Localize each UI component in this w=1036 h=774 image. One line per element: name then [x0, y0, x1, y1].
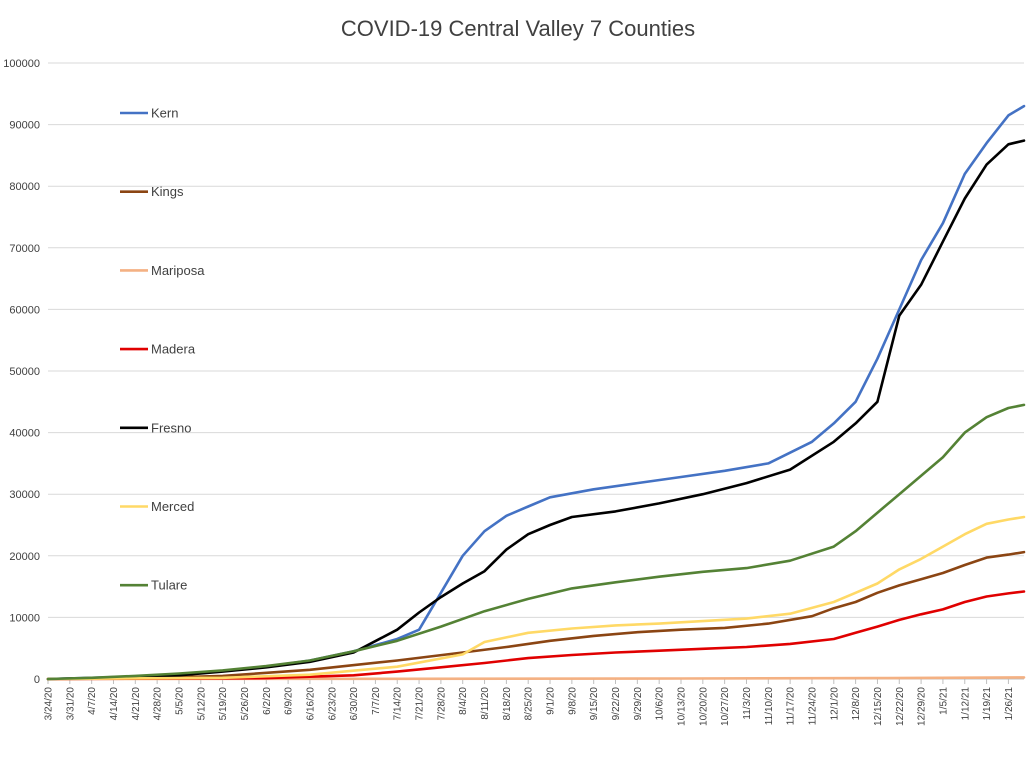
x-tick-label: 5/26/20: [240, 687, 251, 721]
x-tick-label: 6/30/20: [349, 687, 360, 721]
x-tick-label: 12/8/20: [851, 687, 862, 721]
y-tick-label: 60000: [9, 304, 40, 316]
x-tick-label: 3/31/20: [65, 687, 76, 721]
x-tick-label: 9/29/20: [633, 687, 644, 721]
x-tick-label: 11/17/20: [786, 687, 797, 726]
x-tick-label: 9/1/20: [546, 687, 557, 715]
y-tick-label: 100000: [3, 58, 40, 70]
x-tick-label: 11/10/20: [764, 687, 775, 726]
x-tick-label: 1/19/21: [982, 687, 993, 721]
x-tick-label: 1/26/21: [1004, 687, 1015, 721]
legend-label-tulare: Tulare: [151, 578, 187, 593]
chart-title: COVID-19 Central Valley 7 Counties: [341, 16, 695, 41]
x-tick-label: 7/14/20: [393, 687, 404, 721]
legend-label-merced: Merced: [151, 499, 194, 514]
x-tick-label: 10/27/20: [720, 687, 731, 726]
x-tick-label: 7/28/20: [436, 687, 447, 721]
legend-label-kern: Kern: [151, 106, 178, 121]
x-tick-label: 4/28/20: [153, 687, 164, 721]
y-tick-label: 10000: [9, 612, 40, 624]
x-tick-label: 9/22/20: [611, 687, 622, 721]
x-tick-label: 5/12/20: [196, 687, 207, 721]
x-tick-label: 5/5/20: [174, 687, 185, 715]
legend-label-madera: Madera: [151, 342, 196, 357]
x-tick-label: 3/24/20: [44, 687, 55, 721]
legend-label-kings: Kings: [151, 184, 184, 199]
x-tick-label: 12/29/20: [917, 687, 928, 726]
y-tick-label: 90000: [9, 120, 40, 132]
gridlines: [48, 62, 1024, 618]
x-tick-label: 5/19/20: [218, 687, 229, 721]
y-tick-label: 20000: [9, 551, 40, 563]
x-tick-label: 6/23/20: [327, 687, 338, 721]
x-tick-label: 10/13/20: [676, 687, 687, 726]
series-lines: [46, 104, 1026, 681]
x-tick-label: 8/25/20: [524, 687, 535, 721]
series-line-merced: [46, 515, 1026, 681]
x-tick-label: 10/20/20: [698, 687, 709, 726]
series-line-madera: [46, 590, 1026, 681]
x-tick-label: 4/21/20: [131, 687, 142, 721]
x-tick-label: 8/4/20: [458, 687, 469, 715]
legend: Kern Kings Mariposa Madera Fresno Merced Tular…: [120, 106, 205, 593]
y-tick-label: 50000: [9, 366, 40, 378]
x-tick-label: 9/15/20: [589, 687, 600, 721]
x-tick-label: 7/21/20: [415, 687, 426, 721]
x-tick-label: 1/12/21: [960, 687, 971, 721]
x-tick-label: 7/7/20: [371, 687, 382, 715]
y-tick-label: 30000: [9, 489, 40, 501]
y-tick-label: 40000: [9, 428, 40, 440]
x-tick-label: 9/8/20: [567, 687, 578, 715]
legend-label-mariposa: Mariposa: [151, 263, 205, 278]
x-tick-label: 4/14/20: [109, 687, 120, 721]
x-tick-label: 4/7/20: [87, 687, 98, 715]
x-tick-label: 8/11/20: [480, 687, 491, 720]
x-tick-label: 1/5/21: [938, 687, 949, 715]
y-tick-label: 70000: [9, 243, 40, 255]
x-tick-label: 8/18/20: [502, 687, 513, 721]
x-tick-label: 12/22/20: [895, 687, 906, 726]
x-tick-label: 6/16/20: [305, 687, 316, 721]
x-tick-label: 12/1/20: [829, 687, 840, 721]
y-tick-label: 0: [34, 674, 40, 686]
y-tick-label: 80000: [9, 181, 40, 193]
x-axis: 3/24/20 3/31/20 4/7/20 4/14/20 4/21/20 4/28/2…: [44, 678, 1024, 726]
x-tick-label: 6/2/20: [262, 687, 273, 715]
y-axis: 0 10000 20000 30000 40000 50000 60000 70000 8000…: [3, 58, 40, 686]
x-tick-label: 11/24/20: [807, 687, 818, 726]
legend-label-fresno: Fresno: [151, 420, 191, 435]
series-line-tulare: [46, 403, 1026, 681]
x-tick-label: 11/3/20: [742, 687, 753, 720]
series-line-kings: [46, 550, 1026, 681]
x-tick-label: 10/6/20: [655, 687, 666, 721]
x-tick-label: 12/15/20: [873, 687, 884, 726]
x-tick-label: 6/9/20: [284, 687, 295, 715]
